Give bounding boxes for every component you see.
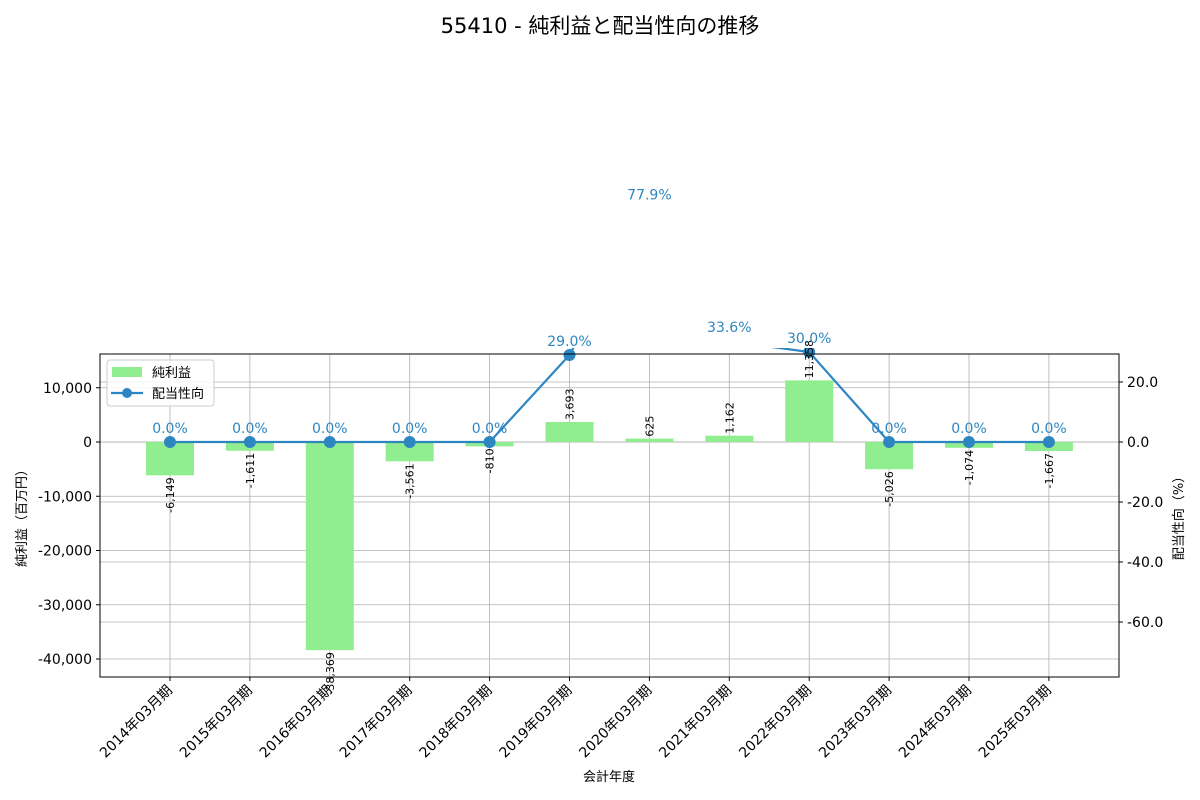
svg-text:10,000: 10,000 (43, 381, 92, 397)
grid-lines (100, 354, 1119, 677)
bar (385, 442, 434, 462)
payout-value-label: 77.9% (627, 187, 671, 203)
svg-text:-20,000: -20,000 (38, 544, 92, 560)
svg-text:2019年03月期: 2019年03月期 (497, 683, 576, 762)
bar-value-label: -5,026 (883, 471, 896, 506)
payout-marker (1042, 436, 1055, 448)
svg-text:0.0: 0.0 (1127, 435, 1149, 451)
right-y-axis-label: 配当性向（%） (1171, 470, 1187, 560)
svg-text:-40.0: -40.0 (1127, 555, 1163, 571)
bar-value-label: 625 (643, 416, 656, 437)
bar-value-labels: -6,149 -1,611 -38,369 -3,561 -810 3,693 625 1,1… (164, 340, 1056, 695)
left-y-axis: 10,000 0 -10,000 -20,000 -30,000 -40,000 (38, 381, 100, 668)
svg-text:2020年03月期: 2020年03月期 (576, 683, 655, 762)
legend-bar-swatch (112, 367, 142, 377)
svg-text:-60.0: -60.0 (1127, 615, 1163, 631)
plot-frame (99, 353, 1120, 678)
payout-value-label: 0.0% (232, 421, 268, 437)
bar-value-label: -3,561 (404, 463, 417, 498)
svg-text:2025年03月期: 2025年03月期 (976, 683, 1055, 762)
payout-value-label: 29.0% (547, 334, 591, 350)
bar-value-label: -1,667 (1043, 453, 1056, 488)
payout-value-label: 0.0% (871, 421, 907, 437)
right-y-axis: 20.0 0.0 -20.0 -40.0 -60.0 (1119, 375, 1163, 631)
svg-text:2018年03月期: 2018年03月期 (417, 683, 496, 762)
bar (625, 438, 674, 442)
svg-text:2017年03月期: 2017年03月期 (337, 683, 416, 762)
payout-value-label: 0.0% (312, 421, 348, 437)
payout-value-label: 0.0% (472, 421, 508, 437)
payout-marker (323, 436, 336, 448)
bar-value-label: 11,358 (803, 340, 816, 379)
bar-value-label: -1,074 (963, 450, 976, 485)
payout-value-labels: 0.0% 0.0% 0.0% 0.0% 0.0% 29.0% 77.9% 33.6% 30.0%… (152, 187, 1066, 437)
left-y-axis-label: 純利益（百万円） (15, 463, 30, 567)
svg-text:-30,000: -30,000 (38, 598, 92, 614)
legend-line-marker (122, 388, 132, 398)
bar (785, 380, 834, 442)
payout-marker (164, 436, 176, 448)
bar (545, 421, 594, 442)
svg-text:-20.0: -20.0 (1127, 495, 1163, 511)
legend: 純利益 配当性向 (106, 359, 215, 407)
svg-text:2024年03月期: 2024年03月期 (896, 683, 975, 762)
payout-marker (803, 348, 816, 358)
svg-text:2014年03月期: 2014年03月期 (97, 683, 176, 762)
bar-value-label: -810 (484, 448, 497, 473)
bar-value-label: -6,149 (164, 477, 177, 512)
payout-value-label: 0.0% (1031, 421, 1067, 437)
chart-title: 55410 - 純利益と配当性向の推移 (441, 14, 760, 38)
x-axis-label: 会計年度 (583, 769, 635, 785)
svg-text:2022年03月期: 2022年03月期 (736, 683, 815, 762)
svg-text:2021年03月期: 2021年03月期 (656, 683, 735, 762)
payout-marker (403, 436, 416, 448)
bar (305, 442, 354, 651)
payout-value-label: 0.0% (152, 421, 188, 437)
legend-label-net-income: 純利益 (152, 366, 191, 381)
payout-value-label: 0.0% (951, 421, 987, 437)
bar-value-label: 3,693 (564, 388, 577, 420)
net-income-bars (146, 380, 1073, 651)
payout-marker (883, 436, 896, 448)
svg-text:2015年03月期: 2015年03月期 (177, 683, 256, 762)
svg-text:2023年03月期: 2023年03月期 (816, 683, 895, 762)
svg-text:20.0: 20.0 (1127, 375, 1158, 391)
x-axis: 2014年03月期 2015年03月期 2016年03月期 2017年03月期 2018… (97, 677, 1055, 761)
svg-text:0: 0 (83, 435, 92, 451)
payout-marker (643, 202, 655, 214)
payout-marker (563, 349, 576, 361)
payout-marker (723, 335, 735, 347)
payout-ratio-line (164, 202, 1055, 448)
svg-text:-40,000: -40,000 (38, 652, 92, 668)
payout-value-label: 0.0% (392, 421, 428, 437)
legend-label-payout: 配当性向 (152, 386, 204, 402)
bar-value-label: 1,162 (723, 402, 736, 434)
payout-marker (243, 436, 256, 448)
bar (705, 435, 754, 442)
payout-value-label: 33.6% (707, 320, 751, 336)
payout-marker (483, 436, 496, 448)
bar-value-label: -1,611 (244, 453, 257, 488)
payout-marker (963, 436, 975, 448)
bar-value-label: -38,369 (324, 652, 337, 694)
svg-text:-10,000: -10,000 (38, 489, 92, 505)
payout-value-label: 30.0% (787, 331, 831, 347)
